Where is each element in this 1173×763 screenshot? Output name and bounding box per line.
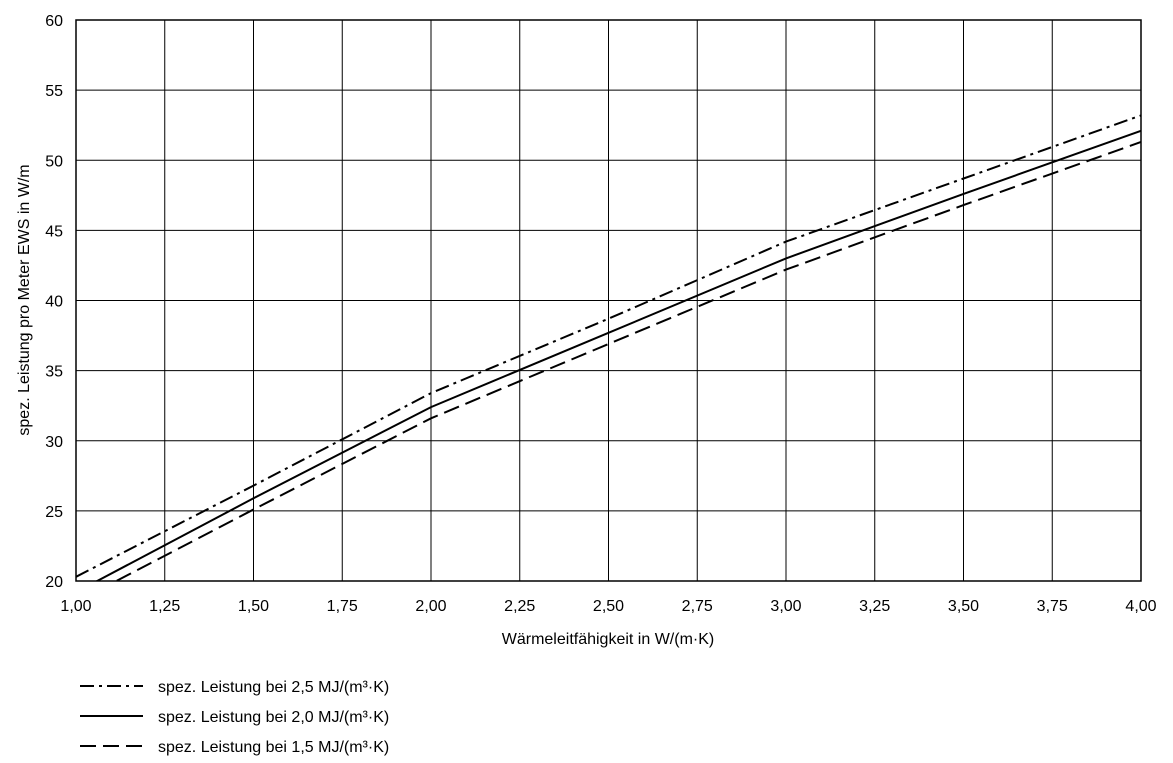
legend-label: spez. Leistung bei 2,0 MJ/(m³·K) [158, 709, 389, 726]
x-tick-label: 1,25 [149, 598, 180, 615]
x-tick-label: 3,75 [1037, 598, 1068, 615]
y-tick-label: 55 [45, 83, 63, 100]
y-tick-label: 60 [45, 13, 63, 30]
y-tick-label: 35 [45, 364, 63, 381]
series-line-solid [95, 129, 1141, 581]
y-tick-label: 30 [45, 434, 63, 451]
y-tick-label: 20 [45, 574, 63, 591]
x-axis-ticks: 1,00 1,25 1,50 1,75 2,00 2,25 2,50 2,75 3,00 3,25… [60, 598, 1156, 615]
y-axis-title: spez. Leistung pro Meter EWS in W/m [16, 164, 33, 435]
x-tick-label: 3,25 [859, 598, 890, 615]
legend-label: spez. Leistung bei 1,5 MJ/(m³·K) [158, 739, 389, 756]
y-tick-label: 25 [45, 504, 63, 521]
x-tick-label: 2,25 [504, 598, 535, 615]
x-tick-label: 2,50 [593, 598, 624, 615]
legend-label: spez. Leistung bei 2,5 MJ/(m³·K) [158, 679, 389, 696]
y-tick-label: 50 [45, 153, 63, 170]
grid [75, 19, 1142, 582]
x-tick-label: 2,00 [415, 598, 446, 615]
legend: spez. Leistung bei 2,5 MJ/(m³·K) spez. Le… [80, 679, 389, 756]
series-line-dash-dot [76, 114, 1141, 578]
x-tick-label: 2,75 [682, 598, 713, 615]
x-tick-label: 1,50 [238, 598, 269, 615]
x-tick-label: 3,00 [770, 598, 801, 615]
x-tick-label: 4,00 [1125, 598, 1156, 615]
x-axis-title: Wärmeleitfähigkeit in W/(m·K) [502, 631, 714, 648]
y-tick-label: 45 [45, 223, 63, 240]
series-line-dashed [114, 141, 1141, 581]
x-tick-label: 1,75 [327, 598, 358, 615]
series-group [76, 114, 1141, 581]
x-tick-label: 3,50 [948, 598, 979, 615]
y-axis-ticks: 20 25 30 35 40 45 50 55 60 [45, 13, 63, 591]
y-tick-label: 40 [45, 294, 63, 311]
plot-frame [75, 19, 1142, 582]
x-tick-label: 1,00 [60, 598, 91, 615]
